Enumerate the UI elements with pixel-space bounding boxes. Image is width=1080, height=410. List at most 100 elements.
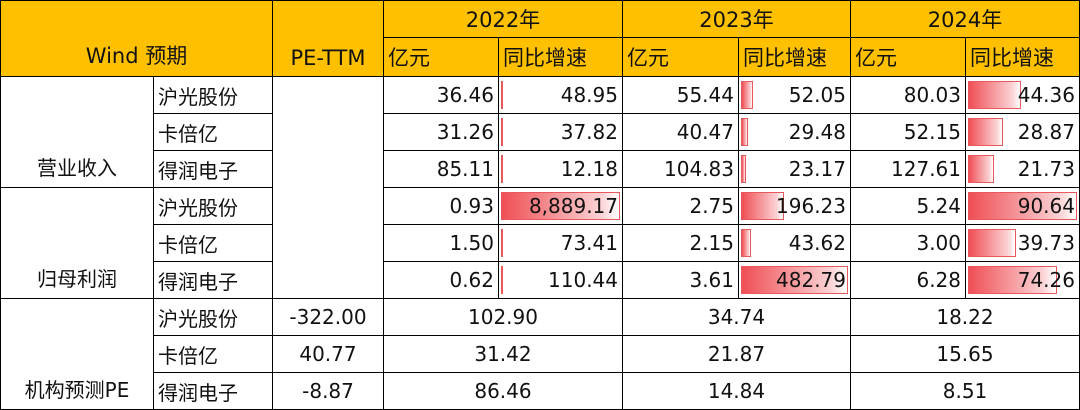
value-cell: 40.47 <box>623 114 739 151</box>
value-cell: 36.46 <box>384 77 499 114</box>
header-year: 2024年 <box>851 1 1080 38</box>
growth-cell-text: 39.73 <box>1017 231 1075 255</box>
value-cell-text: 3.00 <box>916 231 961 255</box>
value-cell-text: 3.61 <box>689 268 734 292</box>
value-cell-text: 85.11 <box>436 157 494 181</box>
data-bar <box>741 266 848 294</box>
growth-cell-text: 74.26 <box>1017 268 1075 292</box>
growth-cell-text: 196.23 <box>776 194 846 218</box>
value-cell-text: 1.50 <box>449 231 494 255</box>
group-label: 归母利润 <box>1 188 154 299</box>
growth-cell-text: 29.48 <box>788 120 846 144</box>
value-cell-text: 0.93 <box>449 194 494 218</box>
company: 卡倍亿 <box>154 336 273 373</box>
growth-cell-text: 482.79 <box>776 268 846 292</box>
pe-forecast-text: 18.22 <box>936 305 994 329</box>
growth-cell: 29.48 <box>739 114 851 151</box>
value-cell-text: 104.83 <box>664 157 734 181</box>
value-cell-text: 5.24 <box>916 194 961 218</box>
value-cell-text: 2.75 <box>689 194 734 218</box>
growth-cell: 48.95 <box>499 77 623 114</box>
header-year: 2023年 <box>623 1 851 38</box>
growth-cell-text: 12.18 <box>560 157 618 181</box>
growth-cell: 37.82 <box>499 114 623 151</box>
growth-cell-text: 90.64 <box>1017 194 1075 218</box>
group-label-text: 营业收入 <box>37 156 117 180</box>
header-wind-text: Wind 预期 <box>85 44 188 68</box>
growth-cell-text: 23.17 <box>788 157 846 181</box>
value-cell: 0.93 <box>384 188 499 225</box>
value-cell-text: 31.26 <box>436 120 494 144</box>
growth-cell-text: 52.05 <box>788 83 846 107</box>
header-unit: 亿元 <box>384 38 499 77</box>
pe-forecast-text: 86.46 <box>474 379 532 403</box>
value-cell-text: 40.47 <box>676 120 734 144</box>
company-text: 卡倍亿 <box>158 121 218 146</box>
growth-cell: 28.87 <box>966 114 1080 151</box>
value-cell: 1.50 <box>384 225 499 262</box>
company-text: 沪光股份 <box>158 84 238 109</box>
company: 得润电子 <box>154 373 273 410</box>
growth-cell: 43.62 <box>739 225 851 262</box>
value-cell: 127.61 <box>851 151 966 188</box>
pe-value-text: 40.77 <box>299 342 357 366</box>
header-growth-text: 同比增速 <box>503 46 587 70</box>
header-unit-text: 亿元 <box>855 46 897 70</box>
value-cell: 5.24 <box>851 188 966 225</box>
header-year-text: 2024年 <box>927 8 1003 32</box>
pe-forecast-text: 14.84 <box>707 379 766 403</box>
value-cell: 85.11 <box>384 151 499 188</box>
growth-cell-text: 21.73 <box>1017 157 1075 181</box>
pe-value: -322.00 <box>273 299 384 336</box>
company: 卡倍亿 <box>154 114 273 151</box>
pe-value-text: -8.87 <box>302 379 354 403</box>
pe-forecast: 18.22 <box>851 299 1080 336</box>
pe-forecast-text: 8.51 <box>942 379 988 403</box>
growth-cell-text: 8,889.17 <box>528 194 618 218</box>
data-bar <box>968 81 1022 109</box>
company-text: 得润电子 <box>158 158 238 183</box>
data-bar <box>501 81 503 109</box>
data-bar <box>968 266 1058 294</box>
pe-forecast-text: 34.74 <box>707 305 766 329</box>
value-cell-text: 0.62 <box>449 268 494 292</box>
value-cell: 55.44 <box>623 77 739 114</box>
group-label-text: 归母利润 <box>37 267 117 291</box>
value-cell: 31.26 <box>384 114 499 151</box>
value-cell-text: 80.03 <box>903 83 961 107</box>
growth-cell: 8,889.17 <box>499 188 623 225</box>
pe-value: -8.87 <box>273 373 384 410</box>
growth-cell: 39.73 <box>966 225 1080 262</box>
value-cell: 0.62 <box>384 262 499 299</box>
pe-forecast-text: 21.87 <box>707 342 766 366</box>
growth-cell-text: 44.36 <box>1017 83 1075 107</box>
growth-cell: 52.05 <box>739 77 851 114</box>
header-year-text: 2023年 <box>699 8 774 32</box>
growth-cell: 12.18 <box>499 151 623 188</box>
pe-forecast: 8.51 <box>851 373 1080 410</box>
header-pe-text: PE-TTM <box>290 46 366 70</box>
company-text: 沪光股份 <box>158 195 238 220</box>
value-cell: 2.75 <box>623 188 739 225</box>
pe-value-text: -322.00 <box>289 305 367 329</box>
pe-forecast: 102.90 <box>384 299 623 336</box>
data-bar <box>968 118 1003 146</box>
data-bar <box>741 118 748 146</box>
pe-value: 40.77 <box>273 336 384 373</box>
pe-forecast-text: 102.90 <box>468 305 538 329</box>
data-bar <box>501 266 503 294</box>
data-bar <box>501 192 620 220</box>
growth-cell: 44.36 <box>966 77 1080 114</box>
data-bar <box>741 229 751 257</box>
growth-cell-text: 110.44 <box>548 268 618 292</box>
company: 得润电子 <box>154 262 273 299</box>
value-cell: 104.83 <box>623 151 739 188</box>
pe-forecast: 86.46 <box>384 373 623 410</box>
data-bar <box>501 118 503 146</box>
header-growth: 同比增速 <box>739 38 851 77</box>
company: 卡倍亿 <box>154 225 273 262</box>
growth-cell: 23.17 <box>739 151 851 188</box>
value-cell: 52.15 <box>851 114 966 151</box>
company-text: 沪光股份 <box>158 306 238 331</box>
